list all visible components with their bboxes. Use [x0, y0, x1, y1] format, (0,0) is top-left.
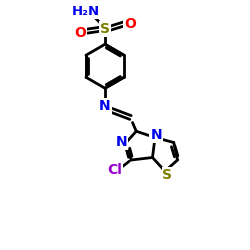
Text: S: S — [100, 22, 110, 36]
Text: O: O — [124, 17, 136, 31]
Text: N: N — [116, 136, 127, 149]
Text: Cl: Cl — [108, 163, 122, 177]
Text: N: N — [150, 128, 162, 142]
Text: O: O — [74, 26, 86, 40]
Text: S: S — [162, 168, 172, 182]
Text: H₂N: H₂N — [72, 5, 100, 18]
Text: N: N — [99, 99, 111, 113]
